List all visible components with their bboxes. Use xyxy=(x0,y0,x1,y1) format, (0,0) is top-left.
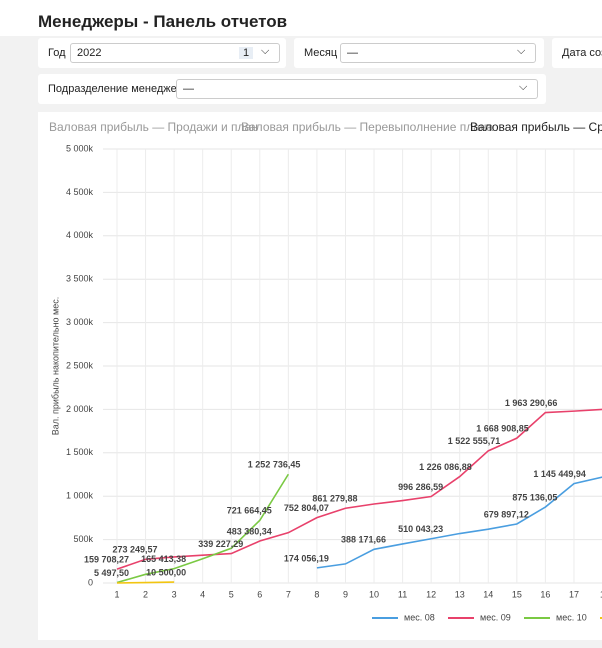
filter: Дата созд xyxy=(552,38,602,68)
legend-label: мес. 10 xyxy=(556,612,587,622)
data-label: 10 500,00 xyxy=(146,567,186,577)
filter-label: Дата созд xyxy=(562,47,602,59)
y-tick-label: 0 xyxy=(88,577,93,587)
data-label: 1 963 290,66 xyxy=(505,398,558,408)
data-label: 273 249,57 xyxy=(113,545,158,555)
x-tick-label: 10 xyxy=(369,589,379,599)
tab[interactable]: Валовая прибыль — Продажи и план xyxy=(49,120,258,134)
chevron: ⌵ xyxy=(261,45,270,57)
data-label: 1 145 449,94 xyxy=(533,469,586,479)
data-label: 165 413,38 xyxy=(141,554,186,564)
x-tick-label: 1 xyxy=(600,589,602,599)
x-tick-label: 17 xyxy=(569,589,579,599)
filter: Месяц — ⌵ xyxy=(294,38,544,68)
data-label: 159 708,27 xyxy=(84,555,129,565)
y-tick-label: 2 000k xyxy=(66,404,94,414)
data-label: 996 286,59 xyxy=(398,482,443,492)
y-tick-label: 4 000k xyxy=(66,230,94,240)
x-tick-label: 2 xyxy=(143,589,148,599)
data-label: 510 043,23 xyxy=(398,524,443,534)
filter: Подразделение менеджера — ⌵ xyxy=(38,74,546,104)
x-tick-label: 9 xyxy=(343,589,348,599)
select[interactable]: — ⌵ xyxy=(176,79,538,99)
x-tick-label: 7 xyxy=(286,589,291,599)
series-line xyxy=(316,476,602,569)
filter-label: Месяц xyxy=(304,47,338,59)
title: Менеджеры - Панель отчетов xyxy=(38,12,288,31)
chevron: ⌵ xyxy=(517,45,526,57)
select[interactable]: 2022 1 ⌵ xyxy=(70,43,280,63)
legend-label: мес. 08 xyxy=(404,612,435,622)
data-label: 5 497,50 xyxy=(94,568,129,578)
tab[interactable]: Валовая прибыль — Сравн xyxy=(470,120,602,134)
data-label: 1 668 908,85 xyxy=(476,424,529,434)
data-label: 861 279,88 xyxy=(312,494,357,504)
y-tick-label: 3 500k xyxy=(66,274,94,284)
panel: Валовая прибыль — Продажи и план Валовая… xyxy=(38,112,602,640)
series-line xyxy=(116,473,290,584)
x-tick-label: 5 xyxy=(229,589,234,599)
x-tick-label: 16 xyxy=(540,589,550,599)
data-label: 1 522 555,71 xyxy=(448,436,501,446)
data-label: 752 804,07 xyxy=(284,503,329,513)
filter-label: Год xyxy=(48,47,66,59)
data-label: 721 664,45 xyxy=(227,506,272,516)
x-tick-label: 14 xyxy=(483,589,493,599)
x-tick-label: 6 xyxy=(257,589,262,599)
data-label: 1 226 086,88 xyxy=(419,462,472,472)
filter-label: Подразделение менеджера xyxy=(48,83,189,95)
x-tick-label: 11 xyxy=(398,589,407,599)
filter: Год 2022 1 ⌵ xyxy=(38,38,286,68)
select-value: — xyxy=(347,47,358,59)
select-value: — xyxy=(183,83,194,95)
badge: 1 xyxy=(239,47,254,59)
data-label: 483 380,34 xyxy=(227,526,272,536)
x-tick-label: 3 xyxy=(172,589,177,599)
select-value: 2022 xyxy=(77,47,102,59)
y-tick-label: 5 000k xyxy=(66,143,94,153)
data-label: 679 897,12 xyxy=(484,509,529,519)
data-label: 388 171,66 xyxy=(341,535,386,545)
legend-label: мес. 09 xyxy=(480,612,511,622)
x-tick-label: 15 xyxy=(512,589,522,599)
data-label: 174 056,19 xyxy=(284,553,329,563)
data-label: 875 136,05 xyxy=(512,492,557,502)
data-label: 1 252 736,45 xyxy=(248,460,301,470)
header: Менеджеры - Панель отчетов xyxy=(0,0,602,36)
series-line xyxy=(116,581,175,584)
series-line xyxy=(116,408,602,570)
x-tick-label: 12 xyxy=(426,589,436,599)
data-label: 339 227,29 xyxy=(198,539,243,549)
x-tick-label: 4 xyxy=(200,589,205,599)
y-tick-label: 500k xyxy=(73,534,93,544)
y-tick-label: 3 000k xyxy=(66,317,94,327)
x-tick-label: 8 xyxy=(314,589,319,599)
y-tick-label: 1 500k xyxy=(66,447,94,457)
x-tick-label: 13 xyxy=(455,589,465,599)
chevron: ⌵ xyxy=(519,81,528,93)
y-tick-label: 2 500k xyxy=(66,360,94,370)
y-tick-label: 4 500k xyxy=(66,187,94,197)
y-tick-label: 1 000k xyxy=(66,491,94,501)
y-axis-label: Вал. прибыль накопительно мес. xyxy=(50,297,60,436)
tab[interactable]: Валовая прибыль — Перевыполнение плана xyxy=(241,120,494,134)
x-tick-label: 1 xyxy=(114,589,119,599)
select[interactable]: — ⌵ xyxy=(340,43,536,63)
